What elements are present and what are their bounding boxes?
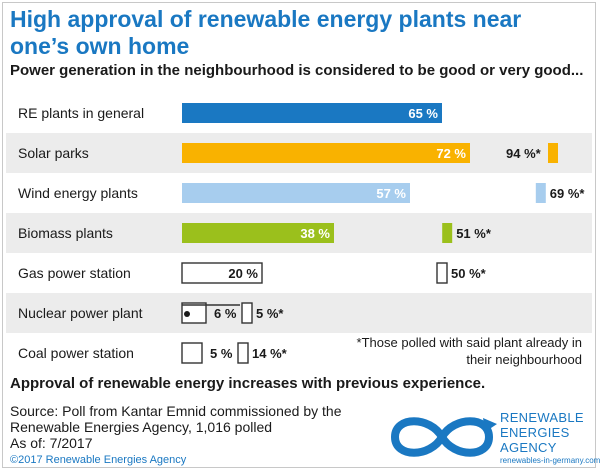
category-label-gas-power-station: Gas power station	[18, 265, 131, 281]
chart-title: High approval of renewable energy plants…	[10, 6, 522, 59]
data-label-re-plants-in-general: 65 %	[408, 106, 438, 121]
bar-biomass-plants	[182, 223, 334, 243]
bar-coal-power-station	[181, 342, 203, 364]
marker-gas-power-station	[436, 262, 448, 284]
copyright-text: ©2017 Renewable Energies Agency	[10, 454, 187, 466]
marker-solar-parks	[548, 143, 558, 163]
marker-label-solar-parks: 94 %*	[506, 146, 542, 161]
marker-label-biomass-plants: 51 %*	[456, 226, 492, 241]
category-label-biomass-plants: Biomass plants	[18, 225, 113, 241]
category-label-coal-power-station: Coal power station	[18, 345, 134, 361]
data-label-biomass-plants: 38 %	[300, 226, 330, 241]
logo-line-2: ENERGIES	[500, 425, 570, 440]
logo-wordmark: RENEWABLE ENERGIES AGENCY	[500, 410, 584, 455]
data-label-wind-energy-plants: 57 %	[376, 186, 406, 201]
footnote-line-2: their neighbourhood	[466, 352, 582, 367]
row-background	[6, 293, 592, 333]
marker-biomass-plants	[442, 223, 453, 243]
data-label-gas-power-station: 20 %	[228, 266, 258, 281]
logo-url: renewables-in-germany.com	[500, 456, 600, 465]
logo-line-1: RENEWABLE	[500, 410, 584, 425]
bar-solar-parks	[182, 143, 470, 163]
bar-gas-power-station	[181, 262, 263, 284]
source-line-2: Renewable Energies Agency, 1,016 polled	[10, 419, 273, 435]
category-label-nuclear-power-plant: Nuclear power plant	[18, 305, 143, 321]
marker-label-nuclear-power-plant: 5 %*	[256, 306, 284, 321]
bar-nuclear-power-plant	[181, 302, 207, 324]
bar-wind-energy-plants	[182, 183, 410, 203]
takeaway-text: Approval of renewable energy increases w…	[10, 375, 486, 392]
marker-wind-energy-plants	[535, 183, 546, 203]
data-label-solar-parks: 72 %	[436, 146, 466, 161]
category-label-wind-energy-plants: Wind energy plants	[18, 185, 138, 201]
marker-label-wind-energy-plants: 69 %*	[550, 186, 586, 201]
source-note: Source: Poll from Kantar Emnid commissio…	[10, 403, 350, 451]
marker-nuclear-power-plant	[241, 302, 253, 324]
source-line-3: As of: 7/2017	[10, 435, 93, 451]
row-background	[6, 253, 592, 293]
marker-label-gas-power-station: 50 %*	[451, 266, 487, 281]
bar-re-plants-in-general	[182, 103, 442, 123]
data-label-coal-power-station: 5 %	[210, 346, 233, 361]
nuclear-dot-icon	[184, 311, 190, 317]
data-label-nuclear-power-plant: 6 %	[214, 306, 237, 321]
marker-coal-power-station	[237, 342, 249, 364]
chart-subtitle: Power generation in the neighbourhood is…	[10, 62, 584, 79]
category-label-solar-parks: Solar parks	[18, 145, 89, 161]
infinity-arrow-icon	[390, 417, 497, 457]
chart-frame	[2, 2, 596, 468]
source-line-1: Source: Poll from Kantar Emnid commissio…	[10, 403, 342, 419]
footnote-line-1: *Those polled with said plant already in	[357, 335, 582, 350]
category-label-re-plants-in-general: RE plants in general	[18, 105, 144, 121]
marker-label-coal-power-station: 14 %*	[252, 346, 288, 361]
logo-line-3: AGENCY	[500, 440, 557, 455]
row-background	[6, 333, 592, 373]
